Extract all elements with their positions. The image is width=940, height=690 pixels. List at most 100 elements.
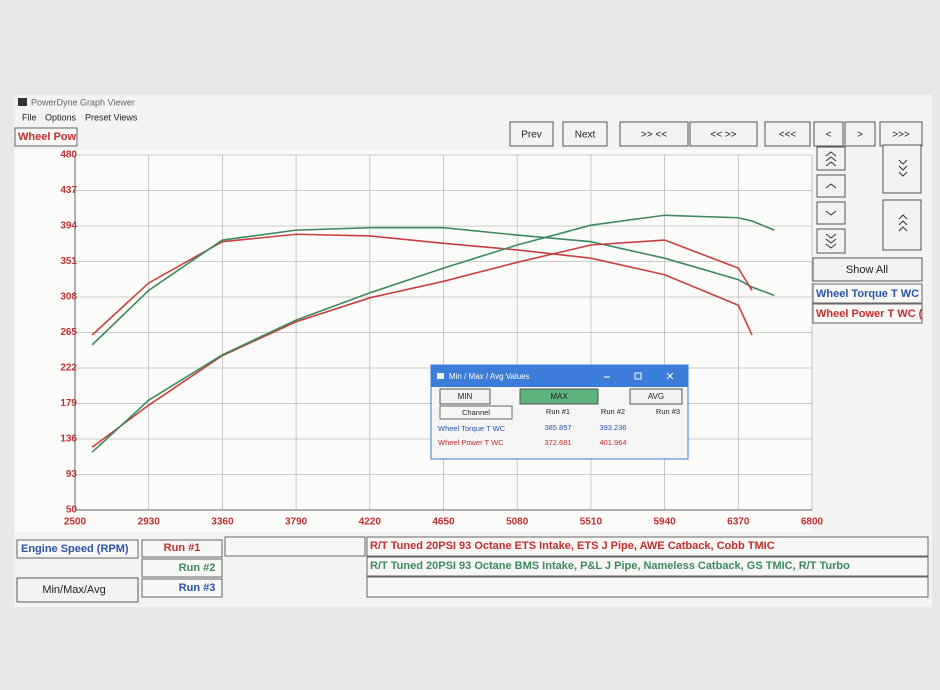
y-tick-label: 222 <box>60 363 77 374</box>
dialog-icon <box>437 373 444 379</box>
series-line <box>91 233 753 336</box>
run-box[interactable] <box>141 558 223 578</box>
legend-label: Wheel Torque T WC <box>816 288 919 300</box>
y-tick-label: 93 <box>66 469 78 480</box>
toolbar-button[interactable] <box>879 121 923 147</box>
scroll-up-button[interactable] <box>816 174 846 198</box>
button-label: MIN <box>458 392 473 401</box>
button-label: < <box>826 130 832 141</box>
x-tick-label: 5940 <box>653 517 676 528</box>
y-tick-label: 136 <box>60 434 77 445</box>
run-box[interactable] <box>141 578 223 598</box>
x-tick-label: 3790 <box>285 517 308 528</box>
y-tick-label: 351 <box>60 256 77 267</box>
scroll-down-button[interactable] <box>816 201 846 225</box>
y-tick-label: 308 <box>60 292 77 303</box>
x-tick-label: 2500 <box>64 517 87 528</box>
icon <box>825 151 837 167</box>
toolbar-button[interactable] <box>813 121 844 147</box>
show-all-button[interactable] <box>812 257 923 282</box>
run-label: Run #1 <box>164 542 201 554</box>
max-button[interactable] <box>519 388 599 405</box>
menu-item[interactable]: Options <box>45 112 77 122</box>
dialog-title: Min / Max / Avg Values <box>449 372 530 381</box>
y-tick-label: 265 <box>60 327 77 338</box>
button-label: <<< <box>779 130 797 141</box>
series-line <box>91 214 775 453</box>
description-box[interactable] <box>366 556 929 577</box>
min-max-avg-button[interactable] <box>16 577 139 603</box>
legend-entry[interactable] <box>812 303 923 324</box>
chart-area <box>15 150 812 532</box>
dialog-title-bar <box>431 365 688 387</box>
x-tick-label: 6370 <box>727 517 750 528</box>
min-button[interactable] <box>439 388 491 405</box>
column-header: Run #2 <box>601 407 625 416</box>
icon <box>825 210 837 216</box>
channel-label: Wheel Pow <box>18 131 77 143</box>
icon <box>825 183 837 189</box>
column-header: Run #3 <box>656 407 680 416</box>
legend-label: Wheel Power T WC ( <box>816 308 923 320</box>
toolbar-button[interactable] <box>689 121 758 147</box>
toolbar-button[interactable] <box>509 121 554 147</box>
run-description: R/T Tuned 20PSI 93 Octane ETS Intake, ET… <box>370 540 775 552</box>
row-value: 372.681 <box>544 438 571 447</box>
toolbar-button[interactable] <box>619 121 689 147</box>
row-channel: Wheel Torque T WC <box>438 424 506 433</box>
button-label: Show All <box>846 264 888 276</box>
x-tick-label: 2930 <box>138 517 161 528</box>
x-tick-label: 3360 <box>211 517 234 528</box>
y-tick-label: 50 <box>66 505 78 516</box>
zoom-out-button[interactable] <box>882 199 922 251</box>
scroll-top-button[interactable] <box>816 146 846 171</box>
button-label: AVG <box>648 392 664 401</box>
x-tick-label: 6800 <box>801 517 824 528</box>
column-header: Run #1 <box>546 407 570 416</box>
scroll-bottom-button[interactable] <box>816 228 846 254</box>
button-label: >>> <box>892 130 910 141</box>
button-label: Next <box>575 130 596 141</box>
x-tick-label: 4220 <box>359 517 382 528</box>
menu-item[interactable]: File <box>22 112 37 122</box>
x-tick-label: 4650 <box>432 517 455 528</box>
window-title: PowerDyne Graph Viewer <box>31 97 135 107</box>
maximize-icon[interactable] <box>634 372 642 380</box>
y-tick-label: 394 <box>60 221 77 232</box>
app-icon <box>18 98 27 106</box>
x-tick-label: 5080 <box>506 517 529 528</box>
icon <box>898 214 908 232</box>
close-icon[interactable] <box>666 372 674 380</box>
channel-box[interactable] <box>14 127 78 147</box>
description-box[interactable] <box>366 576 929 598</box>
run-label: Run #2 <box>179 562 216 574</box>
run-box[interactable] <box>141 539 223 558</box>
button-label: >> << <box>641 130 667 141</box>
menu-item[interactable]: Preset Views <box>85 112 138 122</box>
button-label: > <box>857 130 863 141</box>
axis-label-box <box>16 539 139 559</box>
avg-button[interactable] <box>629 388 683 405</box>
series-line <box>91 239 753 448</box>
toolbar-button[interactable] <box>764 121 811 147</box>
icon <box>898 159 908 177</box>
toolbar-button[interactable] <box>562 121 608 147</box>
blank-box <box>224 536 366 557</box>
icon <box>825 233 837 249</box>
row-value: 393.236 <box>599 423 626 432</box>
toolbar: Prev Next >> << << >> <<< < > >>> <box>509 121 923 147</box>
row-value: 401.964 <box>599 438 626 447</box>
series-line <box>91 226 775 346</box>
column-header: Channel <box>462 408 490 417</box>
button-label: Prev <box>521 130 542 141</box>
legend-entry[interactable] <box>812 283 923 304</box>
x-tick-label: 5510 <box>580 517 603 528</box>
toolbar-button[interactable] <box>844 121 876 147</box>
row-value: 385.857 <box>544 423 571 432</box>
y-tick-label: 179 <box>60 398 77 409</box>
y-tick-label: 437 <box>60 185 77 196</box>
description-box[interactable] <box>366 536 929 557</box>
button-label: Min/Max/Avg <box>42 584 105 596</box>
